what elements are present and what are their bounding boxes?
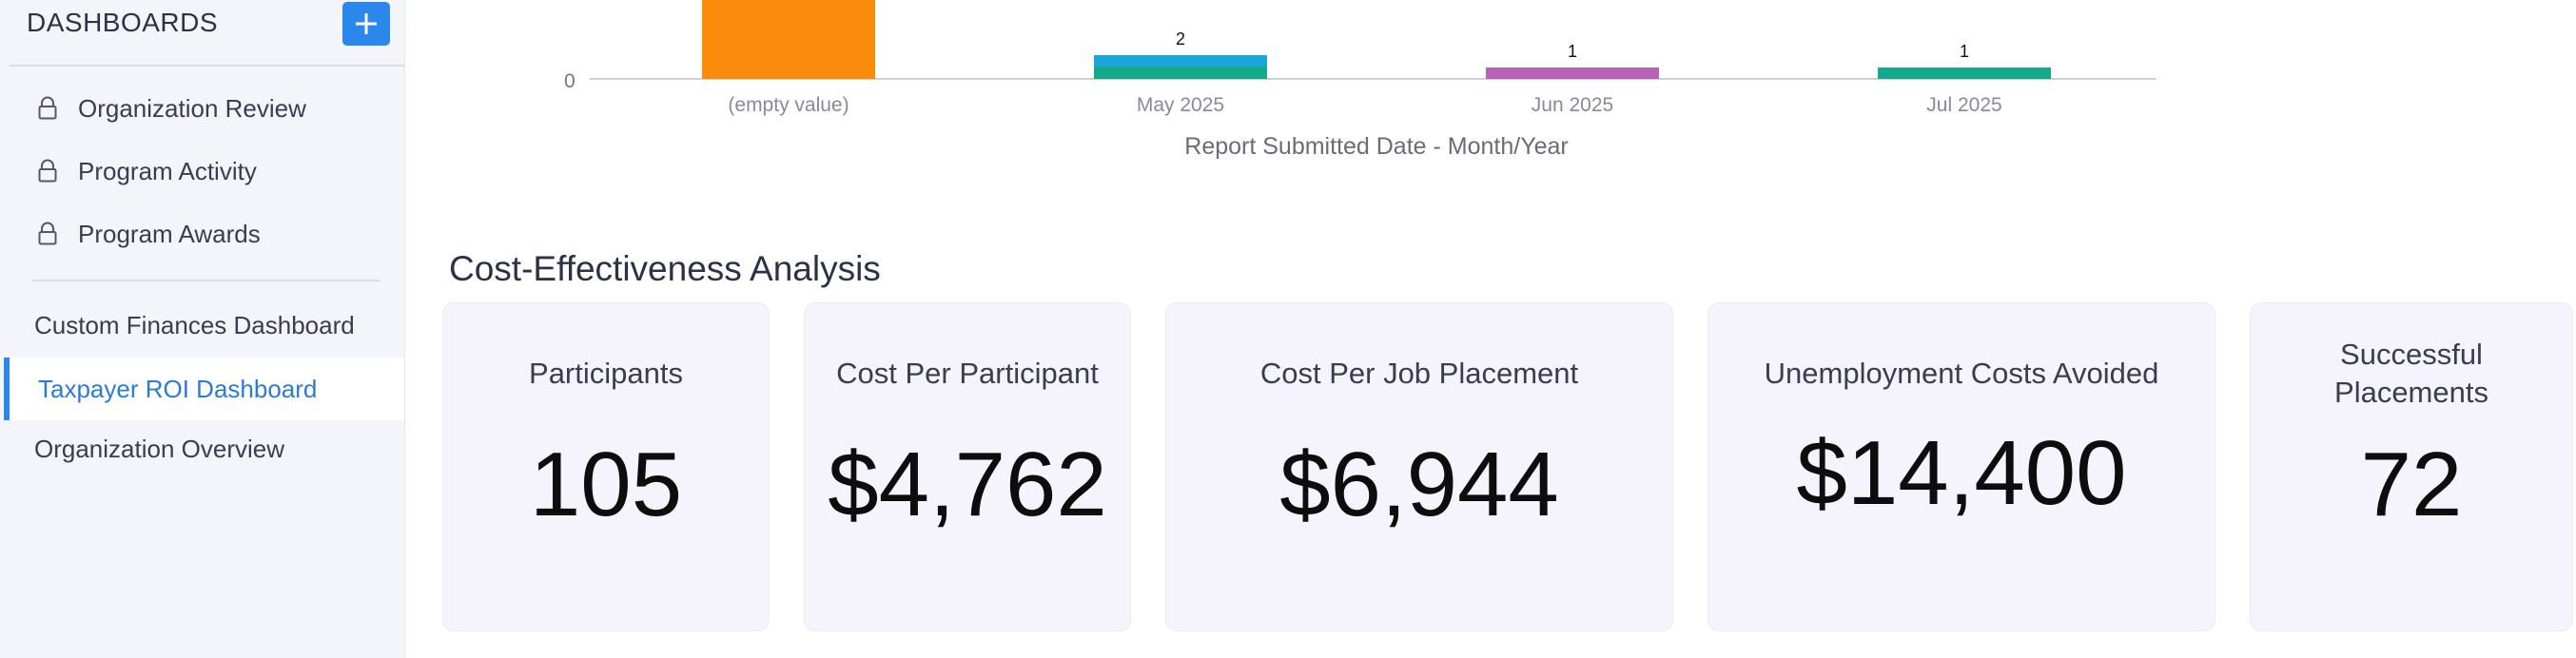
sidebar-header: DASHBOARDS xyxy=(10,0,404,67)
bar-data-label-may-2025: 2 xyxy=(1176,29,1185,48)
metric-label-line-2: Placements xyxy=(2334,376,2488,409)
bar-data-label-jun-2025: 1 xyxy=(1568,42,1577,61)
sidebar-item-label: Organization Overview xyxy=(34,434,284,463)
x-tick-label: (empty value) xyxy=(728,94,849,116)
sidebar-item-label: Organization Review xyxy=(78,93,306,123)
sidebar-item-label: Taxpayer ROI Dashboard xyxy=(38,374,318,403)
sidebar-item-custom-finances-dashboard[interactable]: Custom Finances Dashboard xyxy=(10,297,404,354)
metric-label: Participants xyxy=(529,357,683,390)
bar-chart-svg: 0 2 1 1 (empty value) May 2025 Jun 2025 … xyxy=(564,0,2156,160)
bar-jul-2025[interactable] xyxy=(1878,68,2051,79)
sidebar-item-label: Custom Finances Dashboard xyxy=(34,310,355,339)
x-axis-title: Report Submitted Date - Month/Year xyxy=(1184,133,1568,160)
bar-chart: 0 2 1 1 (empty value) May 2025 Jun 2025 … xyxy=(404,0,2576,190)
bar-may-2025-segment-2[interactable] xyxy=(1094,55,1267,67)
sidebar-item-program-awards[interactable]: Program Awards xyxy=(10,205,404,262)
metric-value: 72 xyxy=(2360,434,2463,535)
sidebar-title: DASHBOARDS xyxy=(27,8,219,37)
metric-card-participants: Participants 105 xyxy=(442,302,770,631)
x-tick-label: Jun 2025 xyxy=(1532,94,1613,116)
lock-icon xyxy=(38,96,57,120)
x-tick-label: Jul 2025 xyxy=(1926,94,2001,116)
metric-label: Cost Per Participant xyxy=(836,357,1099,390)
x-tick-label: May 2025 xyxy=(1137,94,1224,116)
sidebar-item-label: Program Activity xyxy=(78,156,257,185)
metric-card-cost-per-participant: Cost Per Participant $4,762 xyxy=(804,302,1131,631)
sidebar-item-organization-overview[interactable]: Organization Overview xyxy=(10,420,404,477)
y-tick-label: 0 xyxy=(564,70,576,92)
metric-card-successful-placements: Successful Placements 72 xyxy=(2250,302,2573,631)
sidebar-item-organization-review[interactable]: Organization Review xyxy=(10,80,404,137)
section-title: Cost-Effectiveness Analysis xyxy=(449,249,881,288)
metric-value: $14,400 xyxy=(1796,422,2127,524)
sidebar-item-taxpayer-roi-dashboard[interactable]: Taxpayer ROI Dashboard xyxy=(4,358,404,420)
metric-label-line-1: Successful xyxy=(2340,338,2483,371)
metric-card-cost-per-job-placement: Cost Per Job Placement $6,944 xyxy=(1165,302,1673,631)
lock-icon xyxy=(38,222,57,245)
lock-icon xyxy=(38,159,57,183)
metric-value: $6,944 xyxy=(1279,434,1559,535)
metric-value: 105 xyxy=(529,434,683,535)
bar-jun-2025[interactable] xyxy=(1486,68,1659,79)
bar-data-label-jul-2025: 1 xyxy=(1960,42,1969,61)
metric-label: Unemployment Costs Avoided xyxy=(1764,357,2159,390)
metric-value: $4,762 xyxy=(828,434,1107,535)
metric-card-unemployment-costs-avoided: Unemployment Costs Avoided $14,400 xyxy=(1708,302,2215,631)
metric-label: Cost Per Job Placement xyxy=(1259,357,1579,390)
bar-may-2025-segment-1[interactable] xyxy=(1094,67,1267,79)
sidebar-item-program-activity[interactable]: Program Activity xyxy=(10,143,404,200)
bar-empty-value[interactable] xyxy=(702,0,875,79)
plus-icon xyxy=(356,13,377,34)
add-dashboard-button[interactable] xyxy=(342,2,390,46)
sidebar-item-label: Program Awards xyxy=(78,219,261,248)
sidebar-divider xyxy=(32,280,381,281)
sidebar: DASHBOARDS Organization Review Program A… xyxy=(0,0,405,658)
